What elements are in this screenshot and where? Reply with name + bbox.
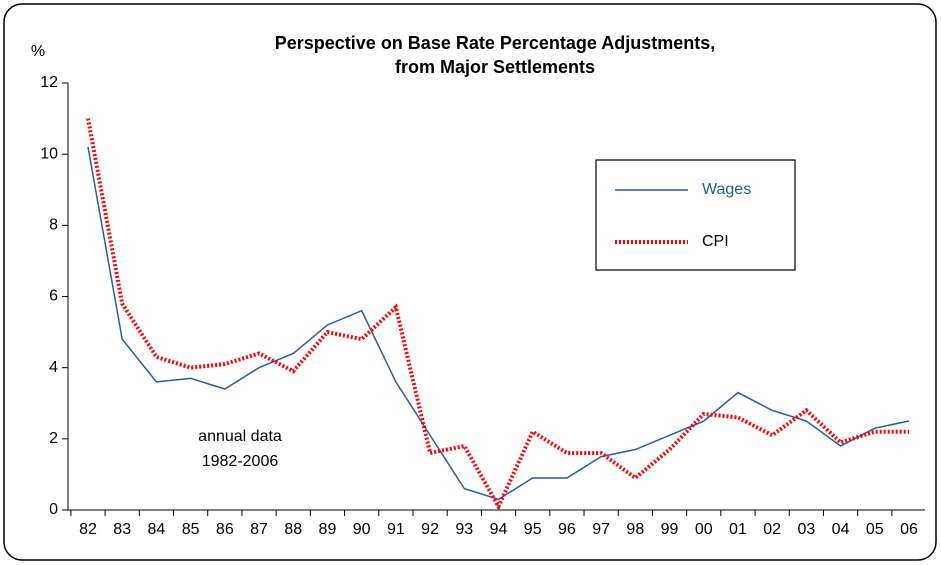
x-tick-label: 86 (216, 521, 234, 538)
y-tick-label: 8 (49, 217, 58, 234)
x-tick-label: 04 (832, 521, 850, 538)
x-tick-label: 05 (866, 521, 884, 538)
y-tick-label: 12 (40, 74, 58, 91)
legend (595, 159, 796, 271)
y-tick-label: 10 (40, 145, 58, 162)
y-axis-label: % (31, 43, 45, 60)
x-tick-label: 94 (490, 521, 508, 538)
x-tick-label: 91 (387, 521, 405, 538)
series-line (87, 146, 910, 501)
annotation: annual data (198, 428, 282, 445)
x-tick-label: 98 (626, 521, 644, 538)
annotation: 1982-2006 (202, 453, 279, 470)
x-tick-label: 00 (695, 521, 713, 538)
series-line (86, 118, 909, 511)
x-tick-label: 95 (524, 521, 542, 538)
x-tick-label: 85 (182, 521, 200, 538)
x-tick-label: 03 (797, 521, 815, 538)
x-tick-label: 93 (455, 521, 473, 538)
x-tick-label: 87 (250, 521, 268, 538)
x-tick-label: 02 (763, 521, 781, 538)
x-tick-label: 83 (113, 521, 131, 538)
x-tick-label: 96 (558, 521, 576, 538)
y-tick-label: 0 (49, 501, 58, 518)
x-tick-label: 97 (592, 521, 610, 538)
x-tick-label: 01 (729, 521, 747, 538)
frame (3, 3, 937, 561)
y-tick-label: 2 (49, 430, 58, 447)
x-tick-label: 06 (900, 521, 918, 538)
x-tick-label: 92 (421, 521, 439, 538)
x-tick-label: 88 (284, 521, 302, 538)
x-tick-label: 99 (661, 521, 679, 538)
x-tick-label: 89 (319, 521, 337, 538)
y-tick-label: 6 (49, 288, 58, 305)
x-tick-label: 84 (148, 521, 166, 538)
y-tick-label: 4 (49, 359, 58, 376)
legend-label: CPI (702, 233, 729, 250)
chart-title: Perspective on Base Rate Percentage Adju… (275, 33, 716, 53)
x-tick-label: 90 (353, 521, 371, 538)
legend-label: Wages (702, 181, 751, 198)
chart-title: from Major Settlements (395, 57, 595, 77)
x-tick-label: 82 (79, 521, 97, 538)
